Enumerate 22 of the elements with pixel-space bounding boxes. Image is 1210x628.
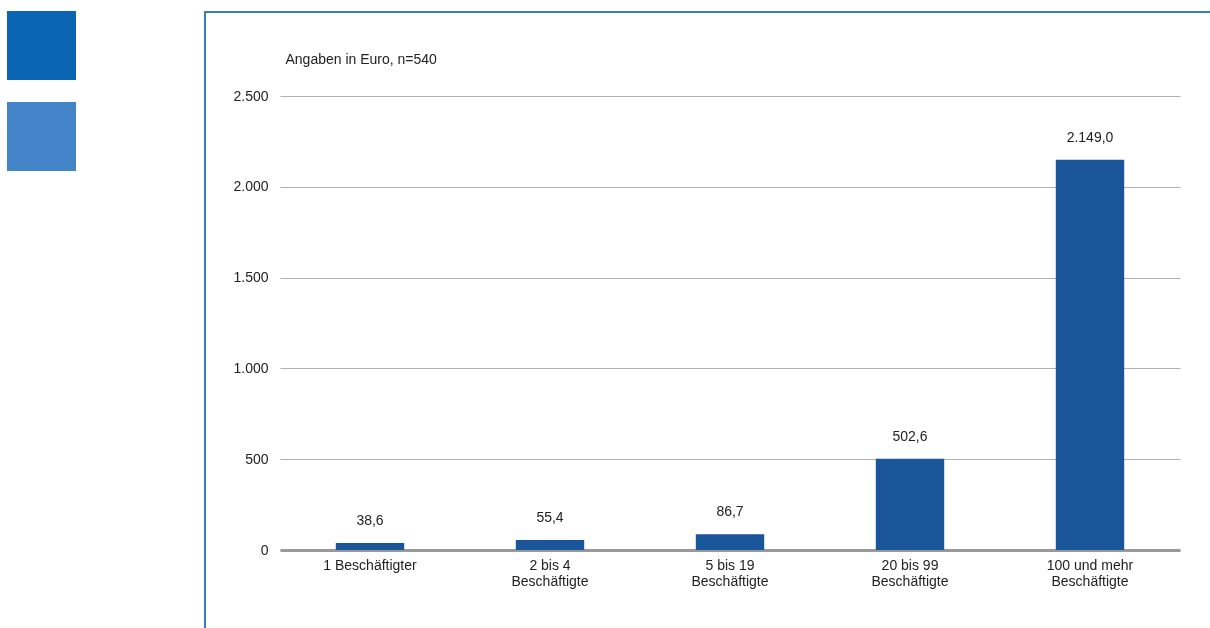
x-tick-label: 20 bis 99 Beschäftigte — [871, 556, 949, 589]
bar — [1055, 159, 1125, 550]
bar — [515, 539, 585, 550]
y-tick-label: 1.500 — [233, 269, 269, 286]
data-label: 55,4 — [536, 508, 564, 525]
y-axis-title: Angaben in Euro, n=540 — [285, 50, 438, 67]
y-tick-label: 2.000 — [233, 178, 269, 195]
x-tick-label: 1 Beschäftigter — [323, 556, 418, 573]
y-tick-label: 1.000 — [233, 359, 269, 376]
data-label: 502,6 — [892, 427, 928, 444]
data-label: 38,6 — [356, 511, 384, 528]
bar — [695, 534, 765, 550]
x-tick-label: 2 bis 4 Beschäftigte — [511, 556, 589, 589]
x-tick-label: 5 bis 19 Beschäftigte — [691, 556, 769, 589]
y-tick-label: 0 — [260, 541, 269, 558]
data-label: 86,7 — [716, 503, 744, 520]
bar — [335, 542, 405, 550]
y-tick-label: 2.500 — [233, 87, 269, 104]
bar — [875, 458, 945, 550]
x-tick-label: 100 und mehr Beschäftigte — [1046, 556, 1134, 589]
y-tick-label: 500 — [245, 450, 269, 467]
data-label: 2.149,0 — [1066, 128, 1114, 145]
